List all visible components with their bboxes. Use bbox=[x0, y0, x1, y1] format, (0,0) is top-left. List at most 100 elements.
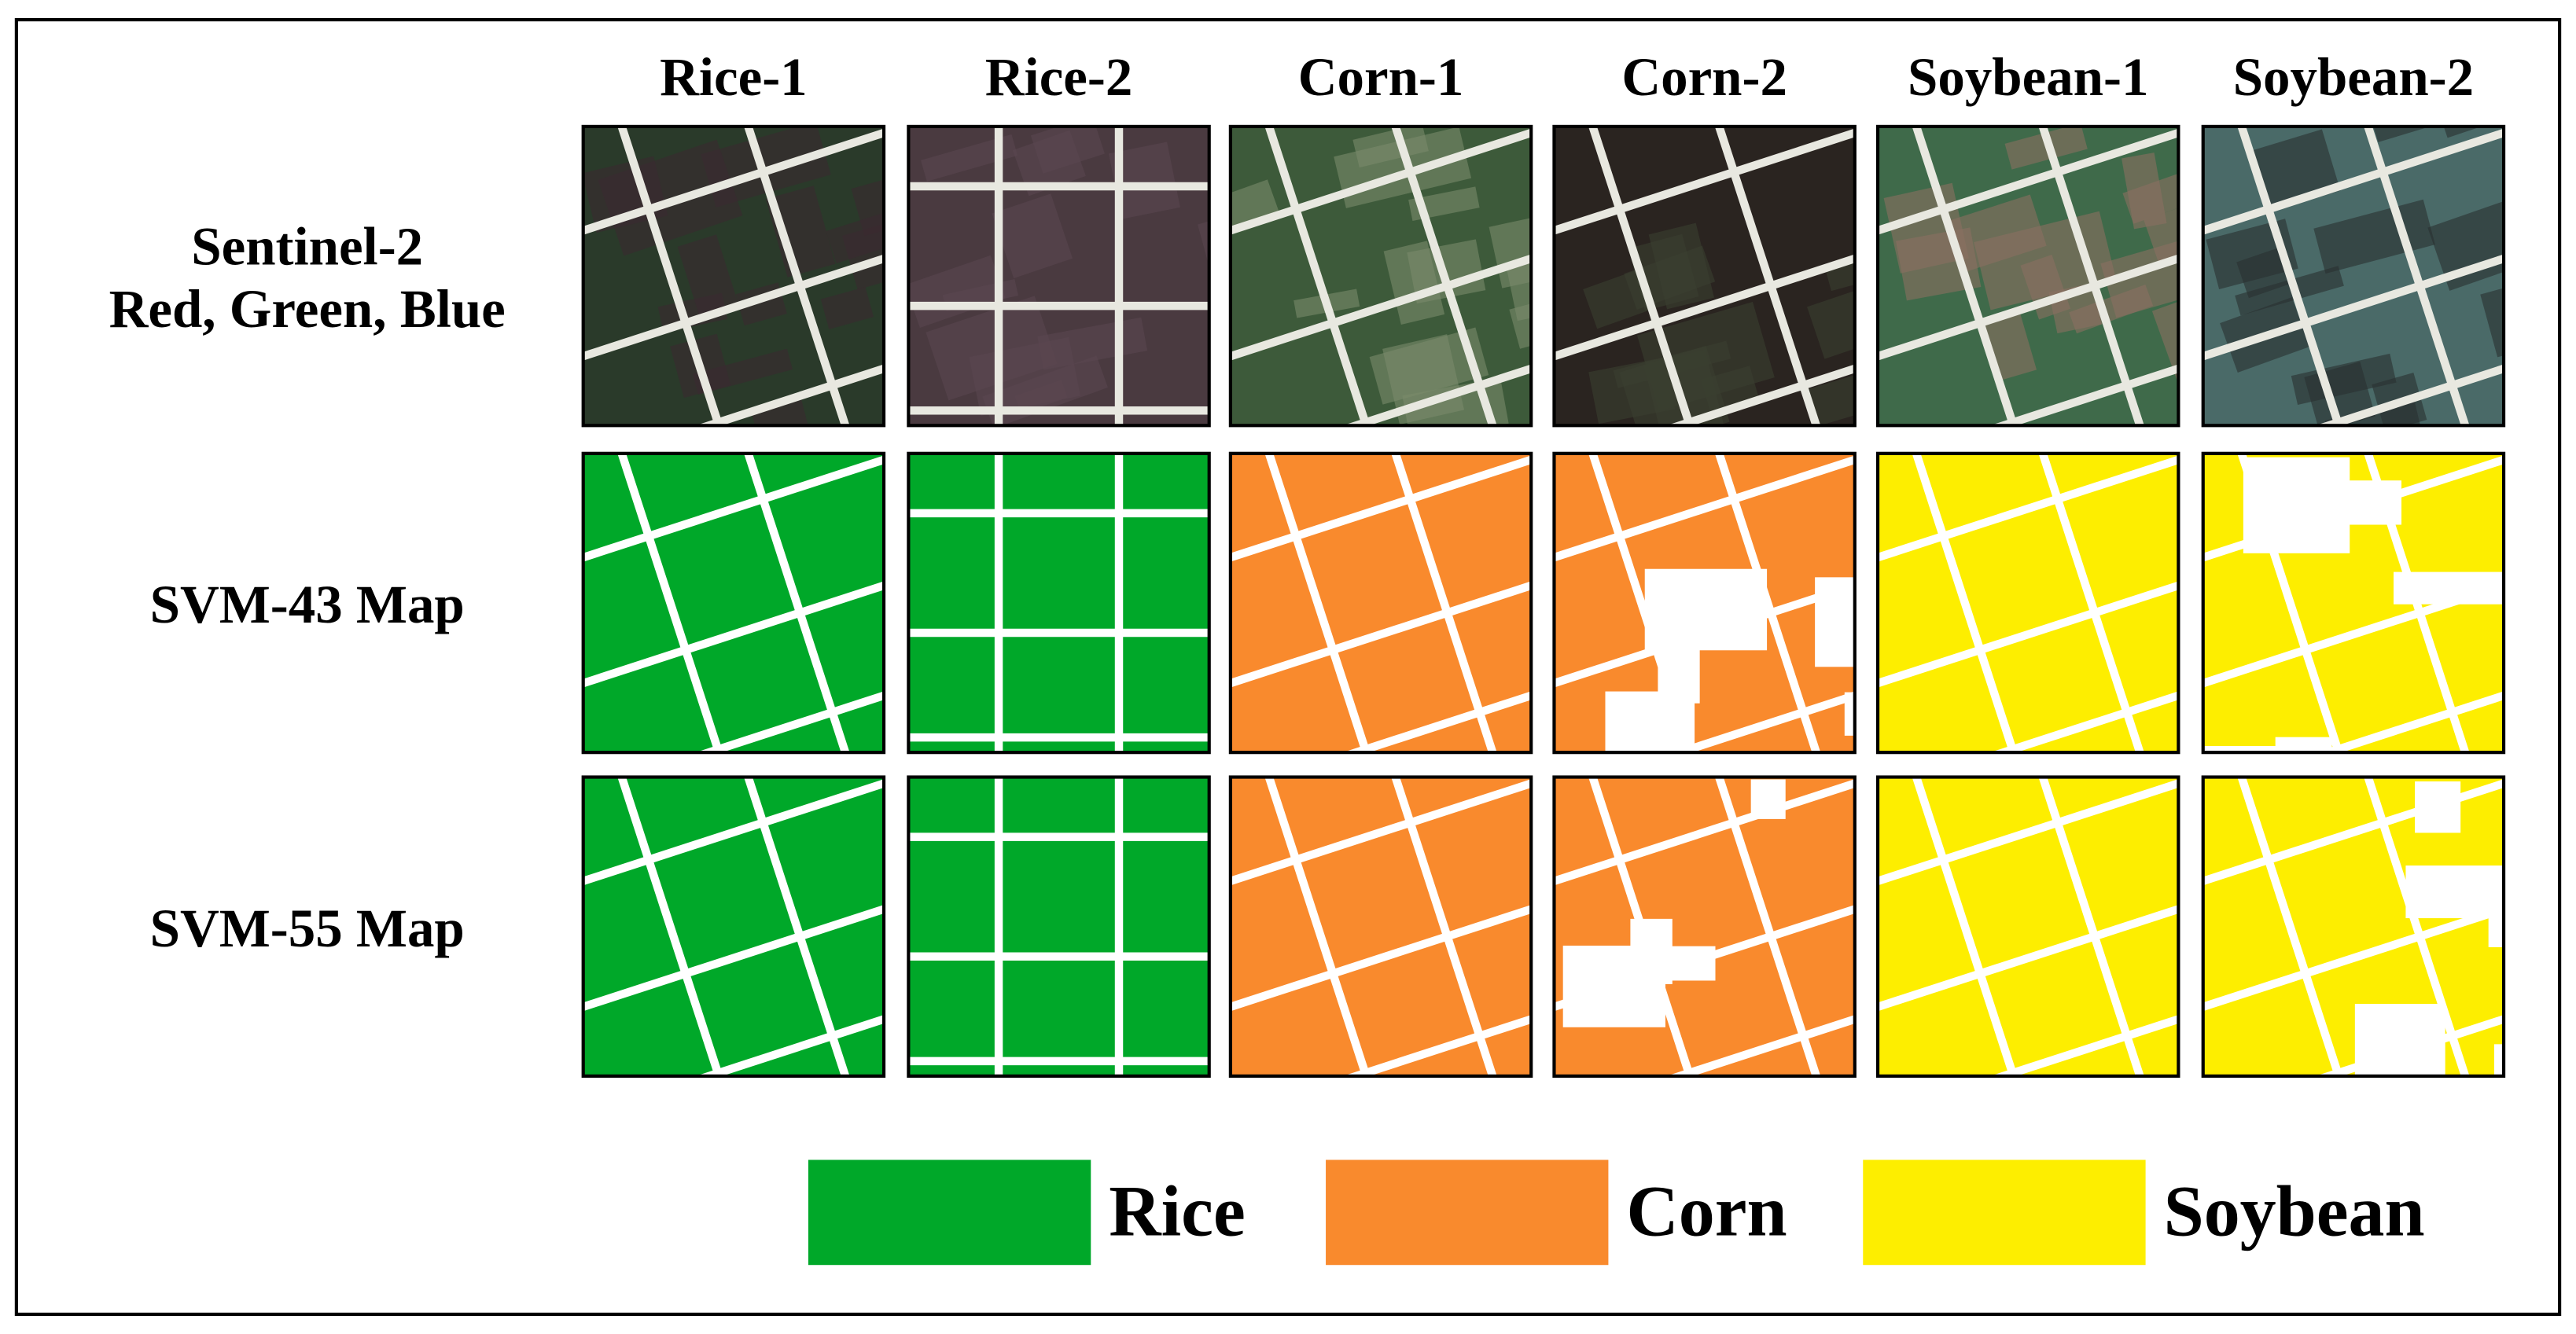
tile-border bbox=[907, 451, 1211, 755]
road bbox=[1554, 649, 1855, 753]
field-patch bbox=[1108, 141, 1180, 219]
tile bbox=[2202, 777, 2504, 1076]
road bbox=[1554, 777, 1855, 922]
legend-swatch bbox=[808, 1159, 1091, 1266]
field-patch bbox=[677, 234, 740, 321]
tile bbox=[1230, 126, 1532, 426]
row-label: SVM-55 Map bbox=[150, 899, 465, 958]
roads bbox=[1230, 453, 1532, 753]
road bbox=[1230, 223, 1532, 386]
tile bbox=[908, 126, 1209, 426]
road bbox=[2215, 777, 2377, 1076]
tile-border bbox=[1875, 124, 2180, 428]
tile-border bbox=[581, 124, 886, 428]
tile-border bbox=[2201, 775, 2506, 1078]
roads bbox=[908, 777, 1209, 1076]
field-patch bbox=[2235, 266, 2344, 316]
field-patch bbox=[751, 399, 813, 426]
tile-border bbox=[2201, 451, 2506, 755]
road bbox=[1878, 777, 2179, 922]
road bbox=[1566, 777, 1728, 1076]
road bbox=[2202, 223, 2504, 386]
tile bbox=[583, 453, 885, 753]
legend-swatch bbox=[1326, 1159, 1609, 1266]
tile bbox=[1878, 777, 2179, 1076]
field-patch bbox=[2020, 255, 2071, 320]
tile bbox=[908, 777, 1209, 1076]
tile-border bbox=[1552, 124, 1857, 428]
roads bbox=[1554, 453, 1855, 753]
road bbox=[1357, 453, 1519, 753]
road bbox=[1878, 453, 2179, 599]
road bbox=[1554, 874, 1855, 1036]
non-crop-area bbox=[2204, 745, 2298, 753]
road bbox=[1566, 453, 1728, 753]
tile bbox=[1230, 453, 1532, 753]
column-header: Rice-2 bbox=[985, 47, 1133, 107]
road bbox=[1554, 550, 1855, 712]
tile-border bbox=[2201, 124, 2506, 428]
tile bbox=[2202, 126, 2504, 426]
field-patch bbox=[921, 134, 1018, 182]
roads bbox=[1230, 777, 1532, 1076]
road bbox=[583, 453, 885, 599]
road bbox=[2202, 874, 2504, 1036]
tile-bg bbox=[908, 777, 1209, 1076]
road bbox=[1230, 973, 1532, 1076]
roads bbox=[1230, 126, 1532, 426]
roads bbox=[1554, 777, 1855, 1076]
field-patch bbox=[992, 193, 1073, 278]
road bbox=[1357, 126, 1519, 426]
road bbox=[583, 223, 885, 386]
legend-label: Soybean bbox=[2164, 1171, 2425, 1251]
road bbox=[1230, 453, 1532, 599]
road bbox=[1878, 649, 2179, 753]
road bbox=[1357, 777, 1519, 1076]
road bbox=[1242, 126, 1404, 426]
road bbox=[2202, 453, 2504, 599]
road bbox=[2202, 777, 2504, 922]
road bbox=[2004, 777, 2166, 1076]
road bbox=[595, 126, 757, 426]
road bbox=[1680, 777, 1842, 1076]
road bbox=[1878, 874, 2179, 1036]
field-patch bbox=[1583, 270, 1649, 329]
tile bbox=[583, 126, 885, 426]
row-label: Red, Green, Blue bbox=[109, 279, 506, 339]
legend-swatch bbox=[1863, 1159, 2146, 1266]
field-patch bbox=[820, 286, 874, 329]
row-label: SVM-43 Map bbox=[150, 575, 465, 634]
road bbox=[1680, 453, 1842, 753]
tile bbox=[1554, 126, 1855, 426]
road bbox=[583, 973, 885, 1076]
road bbox=[2330, 777, 2492, 1076]
road bbox=[2004, 453, 2166, 753]
road bbox=[1878, 323, 2179, 426]
field-patch bbox=[2480, 276, 2504, 358]
road bbox=[2202, 649, 2504, 753]
road bbox=[2202, 323, 2504, 426]
field-patch bbox=[2371, 126, 2433, 142]
tile bbox=[1878, 453, 2179, 753]
road bbox=[583, 126, 885, 272]
row-label: Sentinel-2 bbox=[191, 216, 423, 276]
tile-border bbox=[1552, 775, 1857, 1078]
roads bbox=[1554, 126, 1855, 426]
road bbox=[1554, 323, 1855, 426]
road bbox=[2330, 126, 2492, 426]
field-patch bbox=[2144, 181, 2179, 263]
road bbox=[1230, 323, 1532, 426]
field-patch bbox=[1352, 126, 1429, 168]
field-patch bbox=[1509, 300, 1532, 349]
roads bbox=[1878, 126, 2179, 426]
field-patch bbox=[1014, 380, 1068, 414]
road bbox=[1242, 777, 1404, 1076]
non-crop-area bbox=[2275, 737, 2332, 753]
field-patch bbox=[2122, 153, 2167, 230]
legend-label: Rice bbox=[1109, 1171, 1246, 1251]
roads bbox=[2202, 777, 2504, 1076]
field-patch bbox=[1369, 327, 1489, 405]
non-crop-area bbox=[2493, 1044, 2504, 1076]
tile-border bbox=[581, 775, 886, 1078]
